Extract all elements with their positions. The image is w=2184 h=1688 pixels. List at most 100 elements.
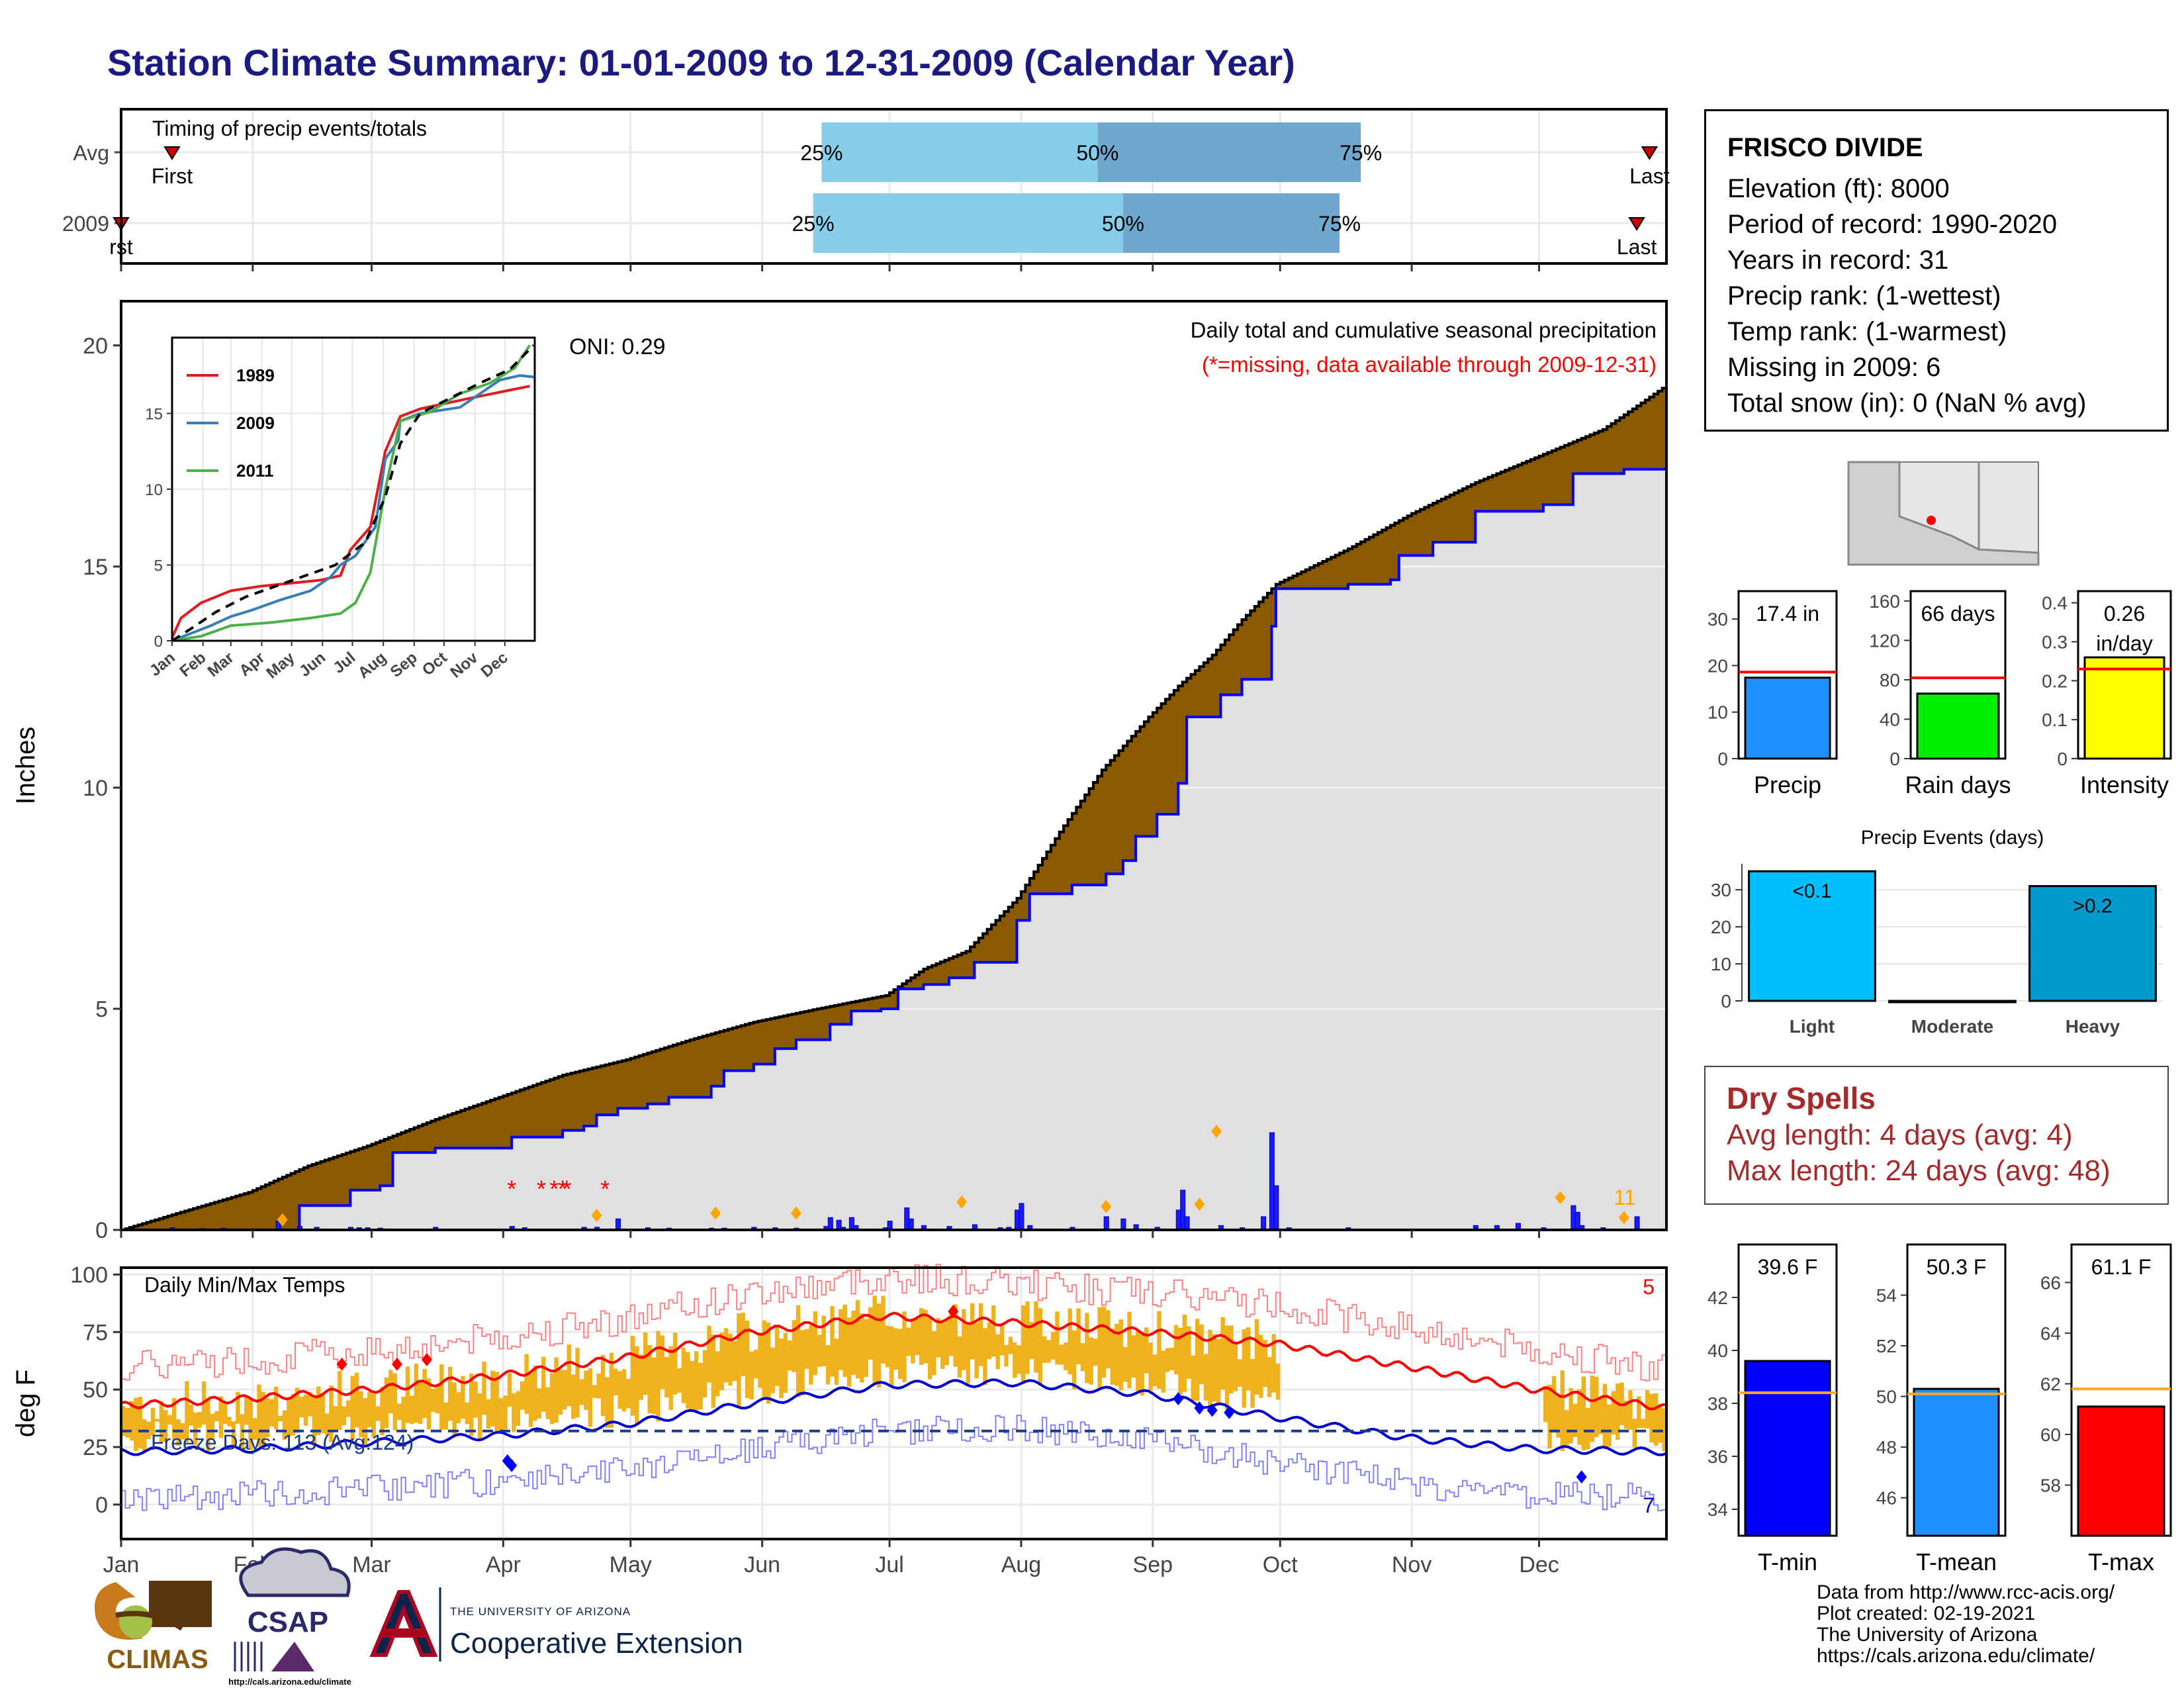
temp-xtick-label: Nov <box>1392 1552 1432 1577</box>
precip-missing-marker: * <box>600 1176 610 1203</box>
timing-p50-label: 50% <box>1102 212 1144 236</box>
temp-xtick-label: Sep <box>1133 1552 1173 1577</box>
precip-ytick-label: 0 <box>95 1218 108 1243</box>
summary-ytick-label: 50 <box>1876 1387 1897 1407</box>
csap-logo: CSAP http://cals.arizona.edu/climate <box>228 1547 351 1687</box>
temp-title: Daily Min/Max Temps <box>144 1273 345 1297</box>
precip-ytick-label: 10 <box>83 776 108 801</box>
timing-p50-label: 50% <box>1076 141 1118 165</box>
summary-ytick-label: 0 <box>1889 749 1900 769</box>
precip-event-diamond <box>277 1213 288 1227</box>
info-line: Temp rank: (1-warmest) <box>1727 317 2007 346</box>
events-ytick-label: 10 <box>1711 954 1731 974</box>
temp-xtick-label: Jan <box>103 1552 140 1577</box>
precip-missing-marker: * <box>558 1176 567 1203</box>
dry-spells-box: Dry Spells Avg length: 4 days (avg: 4) M… <box>1704 1066 2169 1205</box>
station-name: FRISCO DIVIDE <box>1727 133 1923 162</box>
summary-bar <box>2077 1405 2165 1537</box>
events-bar <box>2028 885 2157 1002</box>
timing-last-marker <box>1628 217 1645 231</box>
temp-record-diamond <box>506 1458 518 1472</box>
timing-last-label: Last <box>1629 164 1670 188</box>
climas-text: CLIMAS <box>107 1645 208 1674</box>
summary-bar <box>1744 677 1831 760</box>
events-ytick-label: 20 <box>1711 917 1731 937</box>
precip-frame <box>120 300 1668 1231</box>
freeze-days-label: Freeze Days: 113 (Avg:124) <box>151 1430 414 1454</box>
temp-record-diamond <box>421 1352 432 1366</box>
station-info-box: FRISCO DIVIDE Elevation (ft): 8000 Perio… <box>1704 109 2169 432</box>
timing-p75-label: 75% <box>1318 212 1361 236</box>
precip-ylabel: Inches <box>11 727 40 805</box>
temp-record-diamond <box>1206 1403 1218 1417</box>
summary-ytick-label: 30 <box>1707 609 1728 630</box>
temp-record-diamond <box>1173 1392 1184 1406</box>
temp-xtick-label: Oct <box>1263 1552 1298 1577</box>
temp-xtick-label: Aug <box>1001 1552 1042 1577</box>
station-location-marker <box>1927 516 1936 525</box>
temp-xtick-label: Jul <box>875 1552 903 1577</box>
inset-legend-label: 2011 <box>236 461 273 481</box>
timing-last-marker <box>1641 146 1659 160</box>
ua-big-text: Cooperative Extension <box>450 1627 743 1660</box>
timing-row-label: 2009 <box>62 212 109 236</box>
precip-ytick-label: 20 <box>83 334 108 359</box>
precip-obs-area <box>121 460 1666 1230</box>
precip-missing-marker: * <box>563 1176 572 1203</box>
credits: Data from http://www.rcc-acis.org/ Plot … <box>1817 1582 2115 1667</box>
events-xtick-label: Light <box>1790 1016 1835 1037</box>
timing-last-label: Last <box>1617 235 1657 259</box>
events-bar-label: <0.1 <box>1792 880 1831 902</box>
events-title: Precip Events (days) <box>1861 827 2044 849</box>
timing-first-label: First <box>152 164 193 188</box>
precip-event-diamond <box>1618 1211 1629 1225</box>
summary-value-label: 61.1 F <box>2091 1255 2152 1279</box>
summary-ytick-label: 20 <box>1707 655 1728 676</box>
climas-logo: CLIMAS <box>95 1581 212 1674</box>
summary-ytick-label: 62 <box>2040 1374 2061 1394</box>
ua-logo: THE UNIVERSITY OF ARIZONA Cooperative Ex… <box>363 1585 743 1662</box>
precip-event-diamond <box>1211 1125 1222 1139</box>
events-xtick-label: Moderate <box>1911 1016 1993 1037</box>
inset-series-line <box>171 344 531 642</box>
events-bar-label: >0.2 <box>2073 896 2112 917</box>
temp-avg-max-line <box>120 1311 1667 1411</box>
summary-ytick-label: 80 <box>1880 670 1900 690</box>
oni-label: ONI: 0.29 <box>569 334 666 359</box>
summary-value-unit: in/day <box>2096 632 2152 655</box>
summary-value-label: 39.6 F <box>1758 1255 1818 1279</box>
credits-url: https://cals.arizona.edu/climate/ <box>1817 1645 2095 1667</box>
temp-top-count: 5 <box>1643 1275 1655 1299</box>
temp-record-max-line <box>121 1264 1667 1382</box>
summary-ytick-label: 42 <box>1707 1288 1728 1308</box>
precip-avg-line <box>121 385 1668 1231</box>
temp-ytick-label: 75 <box>83 1320 108 1345</box>
precip-event-diamond <box>591 1208 602 1222</box>
precip-event-diamond <box>790 1206 801 1220</box>
precip-obs-line <box>121 460 1668 1231</box>
timing-p75-label: 75% <box>1340 141 1382 165</box>
summary-ytick-label: 0.4 <box>2042 593 2068 614</box>
inset-ytick-label: 0 <box>154 633 163 651</box>
timing-p25-label: 25% <box>800 141 842 165</box>
temp-ytick-label: 50 <box>83 1378 108 1403</box>
summary-ytick-label: 36 <box>1707 1446 1728 1467</box>
temp-record-diamond <box>391 1357 402 1371</box>
timing-bar-q3 <box>1097 122 1361 182</box>
timing-bar-q2 <box>821 122 1098 182</box>
temp-record-min-line <box>121 1415 1667 1511</box>
summary-ytick-label: 60 <box>2040 1425 2061 1445</box>
inset-legend-label: 2009 <box>236 413 275 433</box>
temp-record-diamond <box>948 1305 959 1319</box>
inset-ytick-label: 5 <box>154 557 163 575</box>
dry-spells-title: Dry Spells <box>1727 1081 1876 1115</box>
summary-bar <box>1913 1387 2000 1537</box>
timing-first-marker <box>163 146 181 160</box>
summary-ytick-label: 0 <box>2057 749 2068 769</box>
temp-ytick-label: 100 <box>70 1262 108 1288</box>
summary-bar-label: T-max <box>2088 1548 2154 1575</box>
summary-ytick-label: 64 <box>2040 1323 2061 1344</box>
timing-row-label: Avg <box>73 141 109 165</box>
